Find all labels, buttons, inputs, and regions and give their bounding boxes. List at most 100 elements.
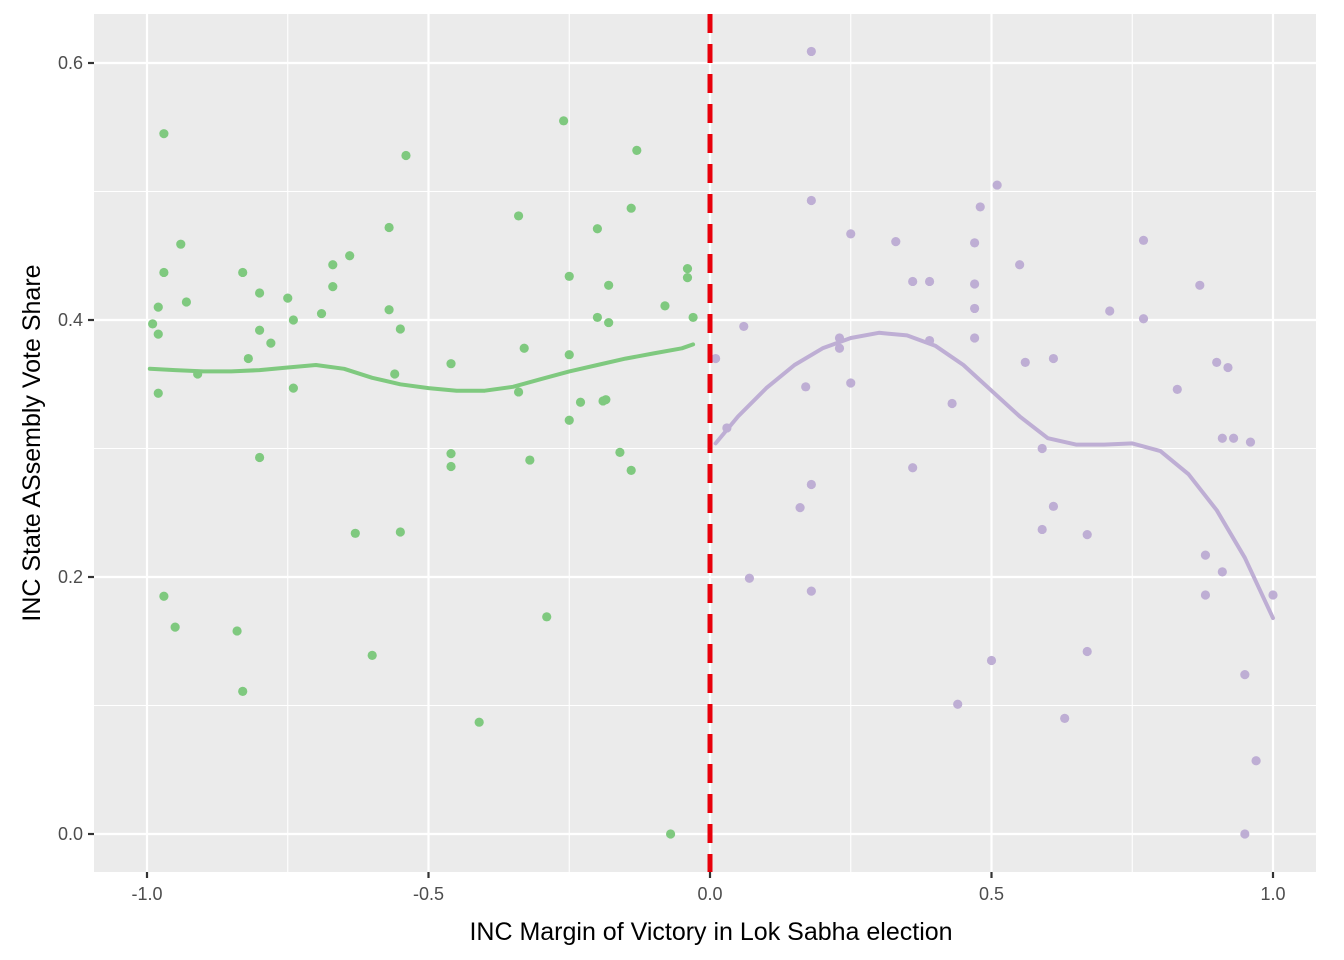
data-point-right: [1172, 384, 1182, 394]
data-point-left: [525, 455, 535, 465]
data-point-right: [1048, 353, 1059, 364]
data-point-right: [1037, 524, 1047, 535]
smooth-line-right: [713, 330, 1275, 621]
data-point-left: [384, 305, 394, 315]
data-point-left: [153, 388, 163, 398]
data-point-right: [806, 46, 816, 57]
data-point-right: [1082, 646, 1092, 657]
data-point-left: [316, 308, 327, 319]
data-point-left: [665, 829, 676, 839]
data-point-right: [970, 238, 980, 248]
data-point-left: [159, 129, 169, 139]
data-point-right: [711, 353, 721, 364]
data-point-right: [806, 195, 816, 206]
data-point-right: [1212, 357, 1222, 368]
data-point-right: [986, 655, 997, 666]
data-point-right: [744, 573, 755, 583]
data-point-left: [181, 297, 192, 307]
data-point-right: [1037, 443, 1047, 454]
data-point-right: [970, 333, 980, 343]
data-point-left: [390, 369, 400, 379]
x-axis: -1.0 -0.5 0.0 0.5 1.0: [131, 872, 1286, 904]
data-point-right: [806, 479, 816, 490]
data-point-left: [564, 271, 574, 281]
x-tick-label: 0.0: [697, 884, 722, 904]
data-point-right: [806, 586, 816, 596]
data-point-left: [513, 387, 524, 397]
data-point-left: [266, 338, 276, 348]
data-point-right: [1060, 713, 1070, 723]
data-point-left: [446, 461, 456, 472]
data-point-right: [795, 503, 805, 513]
data-point-right: [970, 303, 980, 314]
data-point-right: [1200, 590, 1211, 600]
data-point-right: [1138, 314, 1149, 324]
data-point-right: [1015, 260, 1025, 270]
data-point-left: [682, 272, 693, 283]
data-point-left: [688, 312, 698, 323]
data-point-left: [288, 383, 298, 393]
data-point-left: [153, 329, 163, 339]
y-tick-label: 0.4: [58, 310, 83, 330]
x-tick-label: 0.5: [979, 884, 1004, 904]
data-point-left: [345, 251, 355, 261]
data-point-right: [846, 378, 856, 388]
y-axis: 0.0 0.2 0.4 0.6: [58, 53, 94, 844]
data-point-left: [564, 415, 574, 425]
data-point-left: [513, 211, 524, 221]
data-point-left: [395, 527, 405, 537]
data-point-right: [1228, 433, 1239, 443]
data-point-left: [592, 224, 603, 234]
y-tick-label: 0.2: [58, 567, 83, 587]
data-point-left: [592, 312, 603, 323]
grid-minor: [94, 14, 1316, 872]
data-point-right: [1251, 756, 1261, 766]
data-point-left: [170, 622, 180, 632]
data-point-left: [283, 293, 293, 303]
smooth-layer: [147, 330, 1275, 621]
data-point-left: [395, 324, 405, 334]
data-point-right: [947, 398, 957, 409]
data-point-right: [1138, 235, 1149, 245]
data-point-right: [908, 276, 918, 287]
data-point-left: [255, 452, 265, 463]
data-point-left: [159, 267, 169, 278]
data-point-left: [401, 150, 411, 161]
data-point-left: [148, 319, 158, 329]
data-point-left: [559, 116, 569, 126]
data-point-right: [908, 463, 918, 473]
data-point-left: [604, 317, 614, 328]
data-point-left: [474, 717, 484, 727]
data-point-right: [801, 382, 811, 392]
data-point-left: [682, 264, 693, 274]
data-point-left: [542, 612, 552, 622]
data-point-left: [626, 465, 636, 475]
data-point-right: [1217, 567, 1227, 577]
data-point-right: [1240, 670, 1250, 680]
data-point-left: [350, 528, 360, 538]
data-point-left: [328, 281, 338, 292]
data-point-left: [159, 591, 169, 601]
data-point-left: [575, 397, 586, 407]
data-point-left: [328, 260, 338, 270]
data-point-right: [1240, 829, 1250, 839]
data-point-right: [1082, 529, 1092, 540]
data-point-left: [601, 395, 611, 405]
data-point-left: [564, 350, 574, 360]
data-point-left: [632, 145, 642, 155]
data-point-right: [1195, 280, 1205, 290]
data-point-right: [891, 237, 901, 247]
smooth-line-left: [147, 342, 696, 393]
data-point-left: [238, 686, 248, 696]
data-point-left: [153, 302, 163, 312]
data-point-right: [1048, 501, 1059, 511]
y-tick-label: 0.6: [58, 53, 83, 73]
x-tick-label: 1.0: [1260, 884, 1285, 904]
data-point-left: [604, 280, 614, 290]
data-point-right: [924, 276, 935, 287]
data-point-right: [846, 229, 856, 239]
data-point-left: [367, 650, 377, 660]
y-tick-label: 0.0: [58, 824, 83, 844]
data-point-right: [1217, 433, 1227, 443]
data-point-left: [255, 325, 265, 335]
